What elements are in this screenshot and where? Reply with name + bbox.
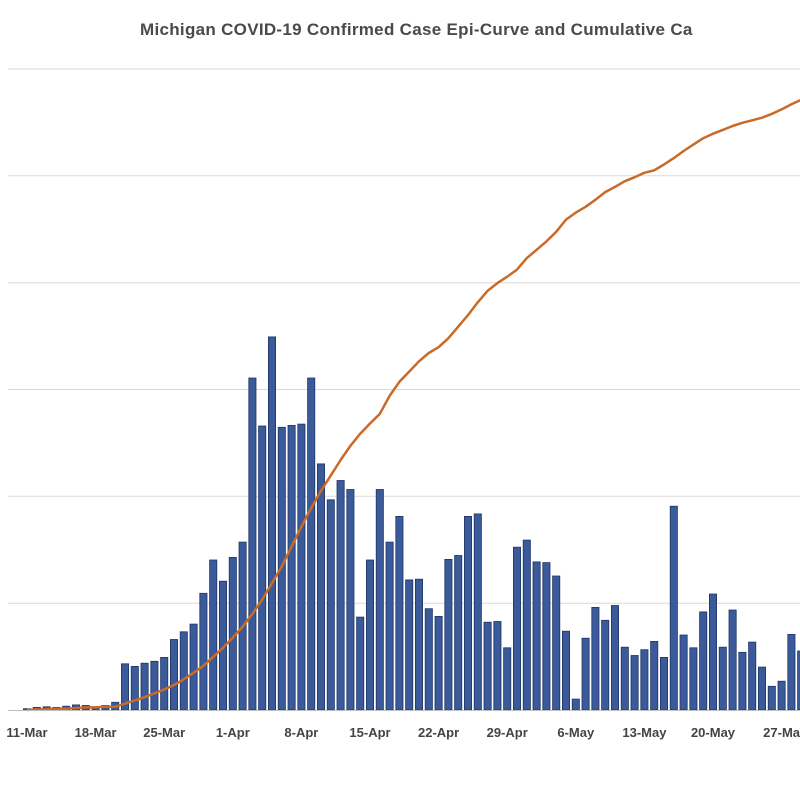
daily-case-bar — [748, 641, 757, 711]
daily-case-bar — [620, 646, 629, 711]
daily-case-bar — [699, 611, 708, 711]
daily-case-bar — [463, 516, 472, 711]
daily-case-bar — [581, 637, 590, 711]
daily-case-bar — [140, 662, 149, 711]
daily-case-bar — [601, 619, 610, 711]
daily-case-bar — [336, 480, 345, 711]
daily-case-bar — [189, 623, 198, 711]
x-tick-label: 11-Mar — [6, 725, 47, 740]
daily-case-bar — [375, 489, 384, 711]
daily-case-bar — [513, 546, 522, 711]
daily-case-bar — [248, 377, 257, 711]
daily-case-bar — [424, 608, 433, 711]
x-tick-labels: 11-Mar 18-Mar 25-Mar 1-Apr 8-Apr 15-Apr 22-Apr… — [6, 725, 800, 740]
x-tick-label: 1-Apr — [216, 725, 250, 740]
daily-case-bar — [199, 592, 208, 711]
x-tick-label: 27-Ma — [763, 725, 800, 740]
daily-case-bar — [767, 685, 776, 711]
daily-case-bars — [22, 336, 800, 711]
daily-case-bar — [405, 579, 414, 711]
daily-case-bar — [356, 616, 365, 711]
x-tick-label: 6-May — [557, 725, 595, 740]
daily-case-bar — [728, 609, 737, 711]
x-tick-label: 29-Apr — [487, 725, 528, 740]
daily-case-bar — [130, 666, 139, 711]
daily-case-bar — [787, 634, 796, 711]
daily-case-bar — [326, 499, 335, 711]
daily-case-bar — [287, 424, 296, 711]
daily-case-bar — [179, 631, 188, 711]
daily-case-bar — [679, 634, 688, 711]
daily-case-bar — [365, 559, 374, 711]
daily-case-bar — [209, 559, 218, 711]
daily-case-bar — [552, 575, 561, 711]
daily-case-bar — [532, 561, 541, 711]
daily-case-bar — [473, 513, 482, 711]
daily-case-bar — [150, 660, 159, 711]
daily-case-bar — [434, 616, 443, 711]
daily-case-bar — [258, 425, 267, 711]
daily-case-bar — [503, 647, 512, 711]
x-tick-label: 20-May — [691, 725, 736, 740]
daily-case-bar — [169, 639, 178, 711]
x-tick-label: 8-Apr — [284, 725, 318, 740]
daily-case-bar — [738, 651, 747, 711]
daily-case-bar — [346, 489, 355, 711]
daily-case-bar — [611, 605, 620, 711]
daily-case-bar — [444, 559, 453, 711]
daily-case-bar — [522, 539, 531, 711]
daily-case-bar — [297, 423, 306, 711]
daily-case-bar — [385, 541, 394, 711]
daily-case-bar — [797, 650, 800, 711]
daily-case-bar — [718, 646, 727, 711]
x-tick-label: 18-Mar — [75, 725, 117, 740]
daily-case-bar — [650, 641, 659, 711]
daily-case-bar — [758, 666, 767, 711]
daily-case-bar — [316, 463, 325, 711]
daily-case-bar — [307, 377, 316, 711]
x-tick-label: 13-May — [622, 725, 667, 740]
daily-case-bar — [483, 621, 492, 711]
gridlines — [8, 68, 800, 604]
chart-title: Michigan COVID-19 Confirmed Case Epi-Cur… — [140, 20, 693, 39]
daily-case-bar — [542, 562, 551, 711]
daily-case-bar — [493, 621, 502, 711]
daily-case-bar — [395, 516, 404, 711]
daily-case-bar — [414, 578, 423, 711]
daily-case-bar — [689, 647, 698, 711]
x-tick-label: 25-Mar — [143, 725, 185, 740]
daily-case-bar — [630, 655, 639, 711]
cumulative-line-layer — [26, 98, 800, 712]
daily-case-bar — [160, 657, 169, 711]
daily-case-bar — [571, 698, 580, 711]
daily-case-bar — [267, 336, 276, 711]
daily-case-bar — [591, 607, 600, 711]
x-tick-label: 22-Apr — [418, 725, 459, 740]
daily-case-bar — [660, 657, 669, 711]
daily-case-bar — [454, 555, 463, 711]
cumulative-case-line — [26, 98, 800, 712]
daily-case-bar — [640, 649, 649, 711]
daily-case-bar — [777, 680, 786, 711]
daily-case-bar — [709, 593, 718, 711]
daily-case-bar — [562, 630, 571, 711]
daily-case-bar — [669, 505, 678, 711]
x-tick-label: 15-Apr — [349, 725, 390, 740]
